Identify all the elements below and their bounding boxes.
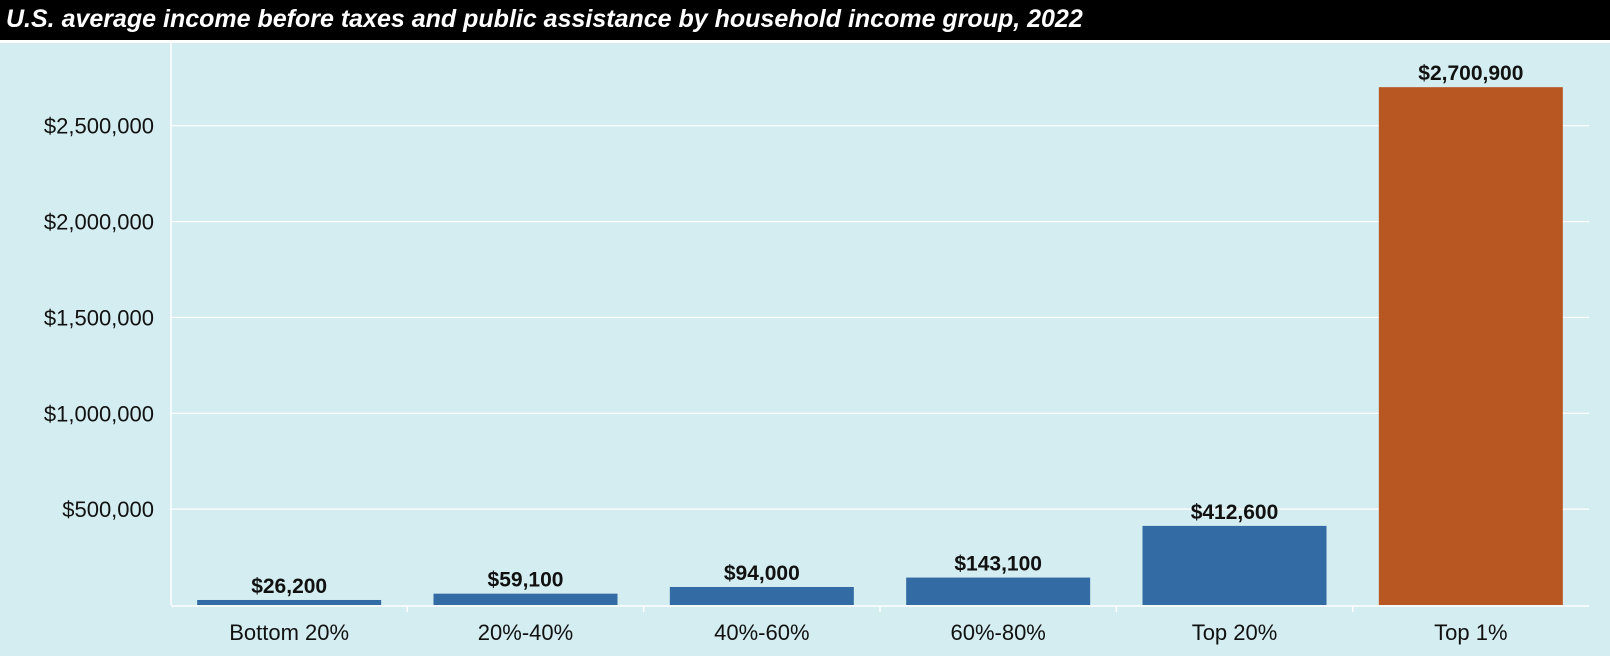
y-tick-label: $2,500,000 <box>44 114 154 139</box>
bar <box>433 593 618 605</box>
x-category-label: Bottom 20% <box>229 620 349 645</box>
title-bar: U.S. average income before taxes and pub… <box>0 0 1610 40</box>
chart-title: U.S. average income before taxes and pub… <box>6 5 1083 33</box>
plot-background <box>0 43 1610 656</box>
data-label: $59,100 <box>488 569 564 592</box>
y-tick-label: $2,000,000 <box>44 210 154 235</box>
data-label: $94,000 <box>724 562 800 585</box>
bar <box>1142 525 1327 605</box>
x-category-label: 40%-60% <box>714 620 809 645</box>
data-label: $143,100 <box>954 553 1042 576</box>
bar <box>197 599 382 605</box>
axes <box>170 43 1589 612</box>
x-category-label: 20%-40% <box>478 620 573 645</box>
data-label: $412,600 <box>1191 501 1279 524</box>
x-category-label: 60%-80% <box>950 620 1045 645</box>
gridlines <box>171 125 1589 510</box>
bar <box>1378 87 1563 605</box>
bar <box>669 586 854 605</box>
bar <box>906 577 1091 605</box>
x-category-label: Top 1% <box>1434 620 1507 645</box>
y-tick-label: $500,000 <box>62 497 154 522</box>
data-label: $26,200 <box>251 575 327 598</box>
x-category-label: Top 20% <box>1192 620 1278 645</box>
labels: $500,000 $1,000,000 $1,500,000 $2,000,000 $2… <box>44 62 1523 645</box>
y-tick-label: $1,500,000 <box>44 305 154 330</box>
y-tick-label: $1,000,000 <box>44 401 154 426</box>
data-label: $2,700,900 <box>1418 62 1523 85</box>
bars <box>197 87 1563 605</box>
